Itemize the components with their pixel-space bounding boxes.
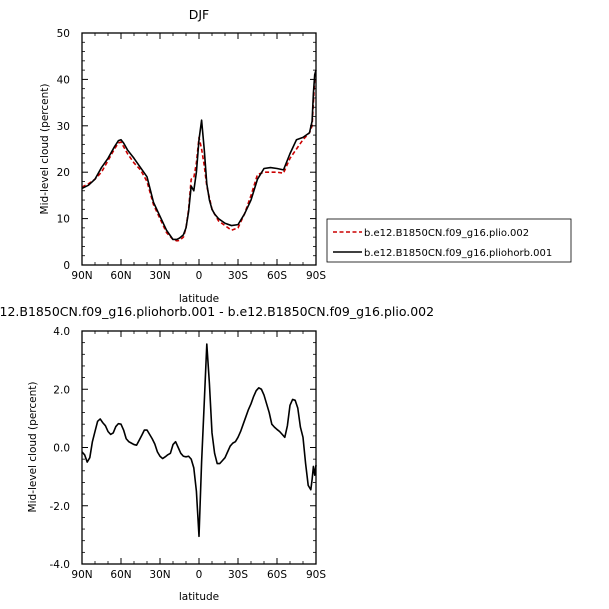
top-x-tick-label: 60S <box>267 270 287 282</box>
top-x-tick-label: 0 <box>196 270 203 282</box>
top-axes: 90N 60N 30N 0 30S 60S 90S 0 10 20 30 40 50 <box>57 28 327 282</box>
bottom-plot: b.e12.B1850CN.f09_g16.pliohorb.001 - b.e… <box>0 304 434 603</box>
top-x-tick-label: 60N <box>110 270 131 282</box>
legend-box <box>326 218 572 263</box>
top-x-tick-label: 90N <box>71 270 92 282</box>
bottom-axes: 90N 60N 30N 0 30S 60S 90S -4.0 -2.0 0.0 2.0 4.0 <box>50 326 327 581</box>
legend: b.e12.B1850CN.f09_g16.plio.002 b.e12.B18… <box>326 218 572 263</box>
top-series-line-1 <box>81 69 317 241</box>
top-series-line-0 <box>81 70 317 242</box>
top-series-group <box>81 69 317 242</box>
bottom-x-tick-label: 60S <box>267 569 287 581</box>
top-y-tick-label: 30 <box>57 121 70 133</box>
bottom-y-tick-label: -4.0 <box>50 559 71 571</box>
top-y-tick-label: 10 <box>57 214 70 226</box>
bottom-series-line-0 <box>81 343 317 538</box>
top-y-axis-title: Mid-level cloud (percent) <box>39 84 51 215</box>
bottom-y-tick-label: 0.0 <box>53 443 70 455</box>
bottom-series-group <box>81 343 317 538</box>
legend-label-pliohorb: b.e12.B1850CN.f09_g16.pliohorb.001 <box>364 248 552 259</box>
bottom-y-tick-label: -2.0 <box>50 501 71 513</box>
top-plot-title: DJF <box>189 7 210 22</box>
bottom-x-tick-label: 30N <box>149 569 170 581</box>
top-y-tick-label: 50 <box>57 28 70 40</box>
top-x-axis-title: latitude <box>179 293 219 305</box>
bottom-y-tick-label: 4.0 <box>53 326 70 338</box>
bottom-x-tick-label: 90S <box>306 569 326 581</box>
bottom-plot-title: b.e12.B1850CN.f09_g16.pliohorb.001 - b.e… <box>0 304 434 319</box>
top-x-tick-label: 30S <box>228 270 248 282</box>
top-x-tick-label: 30N <box>149 270 170 282</box>
top-y-tick-label: 40 <box>57 74 70 86</box>
legend-label-plio: b.e12.B1850CN.f09_g16.plio.002 <box>364 228 529 239</box>
top-y-tick-label: 20 <box>57 167 70 179</box>
bottom-x-tick-label: 90N <box>71 569 92 581</box>
bottom-x-tick-label: 60N <box>110 569 131 581</box>
top-y-tick-label: 0 <box>63 260 70 272</box>
bottom-y-tick-label: 2.0 <box>53 384 70 396</box>
top-plot: DJF 90N 60N 30N 0 30S 60S 90S 0 10 20 30 40 50 latit… <box>39 7 326 305</box>
bottom-x-axis-title: latitude <box>179 591 219 603</box>
top-x-tick-label: 90S <box>306 270 326 282</box>
bottom-x-tick-label: 0 <box>196 569 203 581</box>
bottom-y-axis-title: Mid-level cloud (percent) <box>27 382 39 513</box>
bottom-x-tick-label: 30S <box>228 569 248 581</box>
